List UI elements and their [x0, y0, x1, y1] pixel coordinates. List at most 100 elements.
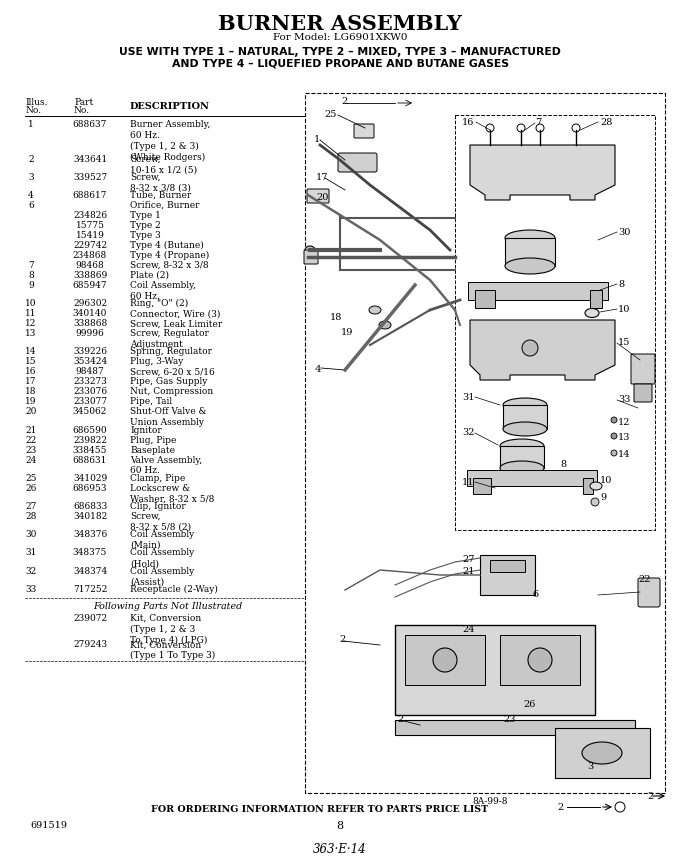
Text: 345062: 345062 — [73, 407, 107, 416]
Text: Screw,
8-32 x 5/8 (2): Screw, 8-32 x 5/8 (2) — [130, 512, 191, 532]
Text: 363·E·14: 363·E·14 — [313, 843, 367, 856]
Text: Screw, Regulator
Adjustment: Screw, Regulator Adjustment — [130, 330, 209, 349]
Text: Clip, Ignitor: Clip, Ignitor — [130, 502, 186, 511]
Text: Kit, Conversion
(Type 1 To Type 3): Kit, Conversion (Type 1 To Type 3) — [130, 640, 216, 660]
Bar — [473, 478, 491, 494]
Text: Screw,
8-32 x 3/8 (3): Screw, 8-32 x 3/8 (3) — [130, 173, 191, 193]
Text: 339527: 339527 — [73, 173, 107, 182]
Text: Kit, Conversion
(Type 1, 2 & 3
To Type 4) (LPG): Kit, Conversion (Type 1, 2 & 3 To Type 4… — [130, 614, 207, 644]
Text: 14: 14 — [25, 348, 37, 356]
Text: 28: 28 — [600, 118, 613, 127]
Text: 2: 2 — [647, 792, 653, 801]
Text: 233077: 233077 — [73, 397, 107, 407]
Text: 20: 20 — [316, 193, 328, 202]
Text: Ring, "O" (2): Ring, "O" (2) — [130, 299, 188, 308]
Text: 348374: 348374 — [73, 567, 107, 575]
Ellipse shape — [585, 309, 599, 317]
Circle shape — [433, 648, 457, 672]
Text: Receptacle (2-Way): Receptacle (2-Way) — [130, 585, 218, 594]
Circle shape — [522, 340, 538, 356]
Text: Connector, Wire (3): Connector, Wire (3) — [130, 309, 220, 318]
Text: 9: 9 — [28, 281, 34, 290]
Text: 12: 12 — [618, 418, 630, 427]
Text: Spring, Regulator: Spring, Regulator — [130, 348, 212, 356]
Bar — [583, 478, 593, 494]
Circle shape — [536, 124, 544, 132]
Bar — [467, 470, 597, 486]
Text: 2: 2 — [397, 715, 403, 724]
Text: 353424: 353424 — [73, 357, 107, 367]
Text: 23: 23 — [25, 445, 37, 455]
Bar — [505, 238, 555, 266]
Text: 15419: 15419 — [75, 231, 105, 240]
Text: Type 2: Type 2 — [130, 221, 160, 230]
Text: Baseplate: Baseplate — [130, 445, 175, 455]
Text: 17: 17 — [25, 377, 37, 387]
Text: 338868: 338868 — [73, 319, 107, 328]
Text: Plug, 3-Way: Plug, 3-Way — [130, 357, 184, 367]
Text: Orifice, Burner: Orifice, Burner — [130, 201, 199, 210]
Text: 4: 4 — [28, 191, 34, 200]
Text: 340182: 340182 — [73, 512, 107, 521]
Text: USE WITH TYPE 1 – NATURAL, TYPE 2 – MIXED, TYPE 3 – MANUFACTURED: USE WITH TYPE 1 – NATURAL, TYPE 2 – MIXE… — [119, 47, 561, 57]
Text: 691519: 691519 — [30, 821, 67, 830]
Text: 8: 8 — [618, 280, 624, 289]
Text: For Model: LG6901XKW0: For Model: LG6901XKW0 — [273, 33, 407, 42]
Text: 15: 15 — [618, 338, 630, 347]
Text: 339226: 339226 — [73, 348, 107, 356]
Text: 2: 2 — [342, 97, 348, 106]
Text: Coil Assembly,
60 Hz.: Coil Assembly, 60 Hz. — [130, 281, 196, 301]
Text: 686833: 686833 — [73, 502, 107, 511]
Ellipse shape — [503, 398, 547, 412]
Text: Nut, Compression: Nut, Compression — [130, 388, 214, 396]
Text: 234826: 234826 — [73, 211, 107, 220]
Text: 10: 10 — [25, 299, 37, 308]
Text: Type 4 (Propane): Type 4 (Propane) — [130, 251, 209, 260]
Text: Lockscrew &
Washer, 8-32 x 5/8: Lockscrew & Washer, 8-32 x 5/8 — [130, 484, 214, 503]
Text: 13: 13 — [618, 433, 630, 442]
Ellipse shape — [500, 439, 544, 453]
Ellipse shape — [505, 230, 555, 246]
Text: 19: 19 — [25, 397, 37, 407]
Text: Valve Assembly,
60 Hz.: Valve Assembly, 60 Hz. — [130, 456, 202, 476]
Text: DESCRIPTION: DESCRIPTION — [130, 102, 210, 111]
Text: Screw, 8-32 x 3/8: Screw, 8-32 x 3/8 — [130, 261, 209, 270]
Text: 2: 2 — [28, 155, 34, 163]
Bar — [305, 93, 665, 793]
Bar — [490, 560, 525, 572]
Text: 26: 26 — [524, 700, 537, 709]
FancyBboxPatch shape — [631, 354, 655, 384]
Text: 22: 22 — [639, 575, 651, 584]
Ellipse shape — [500, 461, 544, 475]
Text: 20: 20 — [25, 407, 37, 416]
Text: 19: 19 — [341, 328, 353, 337]
Text: Coil Assembly
(Main): Coil Assembly (Main) — [130, 530, 194, 550]
Text: FOR ORDERING INFORMATION REFER TO PARTS PRICE LIST: FOR ORDERING INFORMATION REFER TO PARTS … — [152, 805, 489, 814]
Circle shape — [611, 433, 617, 439]
Text: 229742: 229742 — [73, 241, 107, 250]
FancyBboxPatch shape — [307, 189, 329, 203]
Text: 18: 18 — [330, 313, 342, 322]
Bar — [405, 635, 485, 685]
Text: Illus.: Illus. — [25, 98, 48, 107]
Text: 16: 16 — [462, 118, 475, 127]
FancyBboxPatch shape — [638, 578, 660, 607]
Text: 17: 17 — [316, 173, 328, 182]
Text: 21: 21 — [462, 567, 475, 576]
Text: 15: 15 — [25, 357, 37, 367]
Bar — [395, 720, 635, 735]
Text: Pipe, Tail: Pipe, Tail — [130, 397, 172, 407]
FancyBboxPatch shape — [634, 384, 652, 402]
Text: 688637: 688637 — [73, 120, 107, 129]
Text: 30: 30 — [618, 228, 630, 237]
Text: 25: 25 — [25, 474, 37, 483]
Text: 340140: 340140 — [73, 309, 107, 318]
Bar — [555, 728, 650, 778]
Bar — [468, 282, 608, 300]
Text: Screw,
10-16 x 1/2 (5): Screw, 10-16 x 1/2 (5) — [130, 155, 197, 175]
Text: 33: 33 — [618, 395, 630, 404]
Text: Plate (2): Plate (2) — [130, 271, 169, 280]
Text: 296302: 296302 — [73, 299, 107, 308]
Text: 16: 16 — [25, 368, 37, 376]
Bar — [590, 290, 602, 308]
